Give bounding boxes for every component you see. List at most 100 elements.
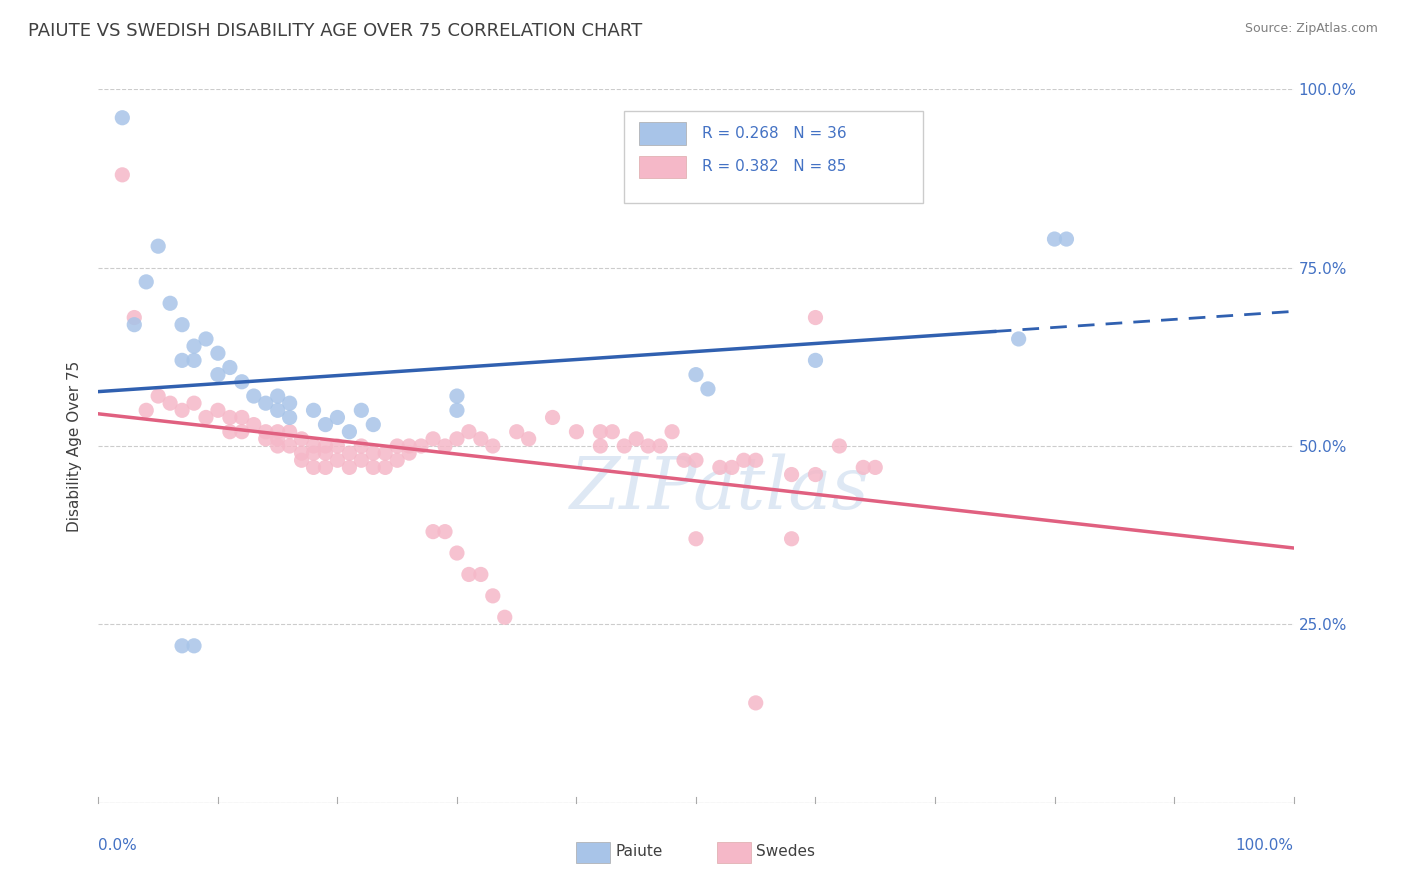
Text: R = 0.382   N = 85: R = 0.382 N = 85 <box>702 160 846 175</box>
Point <box>254 396 277 410</box>
Point <box>733 453 755 467</box>
Text: 100.0%: 100.0% <box>1236 838 1294 854</box>
Point <box>315 417 337 432</box>
Point <box>254 425 277 439</box>
Point <box>315 460 337 475</box>
Point <box>626 432 648 446</box>
Text: PAIUTE VS SWEDISH DISABILITY AGE OVER 75 CORRELATION CHART: PAIUTE VS SWEDISH DISABILITY AGE OVER 75… <box>28 22 643 40</box>
Point <box>172 318 194 332</box>
Point <box>172 403 194 417</box>
Point <box>363 446 385 460</box>
Point <box>661 425 683 439</box>
Point <box>648 439 672 453</box>
Point <box>470 567 492 582</box>
Point <box>267 425 290 439</box>
Point <box>852 460 875 475</box>
Point <box>481 589 505 603</box>
Point <box>207 368 229 382</box>
Point <box>267 439 290 453</box>
Point <box>183 353 205 368</box>
Point <box>506 425 529 439</box>
Point <box>1043 232 1066 246</box>
Point <box>350 439 373 453</box>
Point <box>685 453 707 467</box>
Text: 0.0%: 0.0% <box>98 838 138 854</box>
Point <box>363 417 385 432</box>
Point <box>637 439 659 453</box>
Point <box>302 460 325 475</box>
Point <box>363 460 385 475</box>
Point <box>470 432 492 446</box>
Point <box>135 403 157 417</box>
Point <box>697 382 720 396</box>
Point <box>422 524 444 539</box>
Point <box>589 425 612 439</box>
Y-axis label: Disability Age Over 75: Disability Age Over 75 <box>67 360 83 532</box>
Point <box>243 417 266 432</box>
Point <box>111 111 134 125</box>
Point <box>398 439 420 453</box>
Point <box>148 389 170 403</box>
Point <box>481 439 505 453</box>
Point <box>124 310 146 325</box>
Point <box>194 332 218 346</box>
Point <box>172 353 194 368</box>
Point <box>219 425 242 439</box>
Point <box>1007 332 1029 346</box>
Point <box>183 639 205 653</box>
Point <box>458 425 481 439</box>
Point <box>183 396 205 410</box>
Point <box>207 403 229 417</box>
Point <box>385 439 409 453</box>
Point <box>135 275 157 289</box>
Point <box>422 432 444 446</box>
Bar <box>638 155 686 178</box>
Point <box>517 432 540 446</box>
Point <box>148 239 170 253</box>
Point <box>565 425 588 439</box>
Point <box>446 389 468 403</box>
Point <box>339 460 360 475</box>
Point <box>183 339 205 353</box>
Point <box>685 532 707 546</box>
Point <box>411 439 433 453</box>
Point <box>207 346 229 360</box>
Point <box>194 410 218 425</box>
Point <box>219 360 242 375</box>
Point <box>804 310 827 325</box>
Point <box>278 439 301 453</box>
Point <box>172 639 194 653</box>
Point <box>721 460 744 475</box>
Point <box>254 432 277 446</box>
Point <box>602 425 624 439</box>
Point <box>673 453 696 467</box>
Point <box>589 439 612 453</box>
FancyBboxPatch shape <box>624 111 922 203</box>
Point <box>291 432 314 446</box>
Point <box>291 453 314 467</box>
Point <box>374 460 396 475</box>
Point <box>302 439 325 453</box>
Point <box>326 410 349 425</box>
Point <box>745 453 768 467</box>
Text: Source: ZipAtlas.com: Source: ZipAtlas.com <box>1244 22 1378 36</box>
Point <box>219 410 242 425</box>
Point <box>780 532 803 546</box>
Point <box>709 460 731 475</box>
Point <box>446 403 468 417</box>
Point <box>243 389 266 403</box>
Point <box>267 432 290 446</box>
Point <box>433 439 456 453</box>
Point <box>326 439 349 453</box>
Point <box>291 446 314 460</box>
Bar <box>638 122 686 145</box>
Point <box>685 368 707 382</box>
Point <box>385 453 409 467</box>
Text: R = 0.268   N = 36: R = 0.268 N = 36 <box>702 126 846 141</box>
Point <box>302 446 325 460</box>
Point <box>494 610 516 624</box>
Point <box>326 453 349 467</box>
Point <box>828 439 851 453</box>
Point <box>433 524 456 539</box>
Point <box>374 446 396 460</box>
